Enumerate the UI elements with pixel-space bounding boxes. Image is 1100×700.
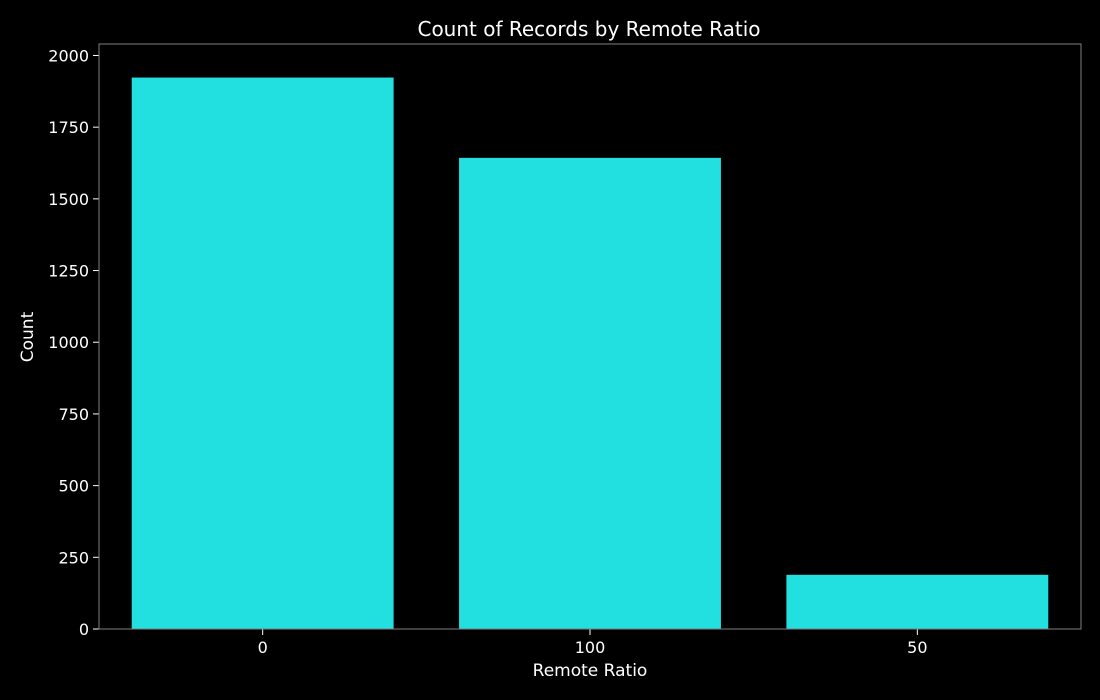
y-tick-label: 0 [79, 620, 89, 639]
y-tick-label: 1750 [48, 118, 89, 137]
bar-0 [131, 77, 394, 630]
bar-50 [786, 574, 1049, 629]
chart-title: Count of Records by Remote Ratio [417, 17, 760, 41]
bar-100 [459, 157, 721, 629]
y-tick-label: 250 [58, 548, 89, 567]
y-tick-label: 750 [58, 405, 89, 424]
y-tick-label: 500 [58, 477, 89, 496]
bars-group [131, 77, 1049, 630]
x-tick-label: 0 [258, 638, 268, 657]
plot-frame [98, 43, 1082, 630]
y-tick-label: 2000 [48, 46, 89, 65]
x-axis-label: Remote Ratio [533, 661, 648, 681]
y-tick-label: 1500 [48, 190, 89, 209]
y-tick-label: 1000 [48, 333, 89, 352]
y-axis-label: Count [18, 311, 38, 362]
x-tick-label: 50 [907, 638, 927, 657]
y-tick-label: 1250 [48, 262, 89, 281]
y-axis-ticks: 0 250 500 750 1000 1250 1500 1750 2000 [48, 46, 99, 639]
x-axis-ticks: 0 100 50 [258, 629, 928, 657]
x-tick-label: 100 [575, 638, 606, 657]
